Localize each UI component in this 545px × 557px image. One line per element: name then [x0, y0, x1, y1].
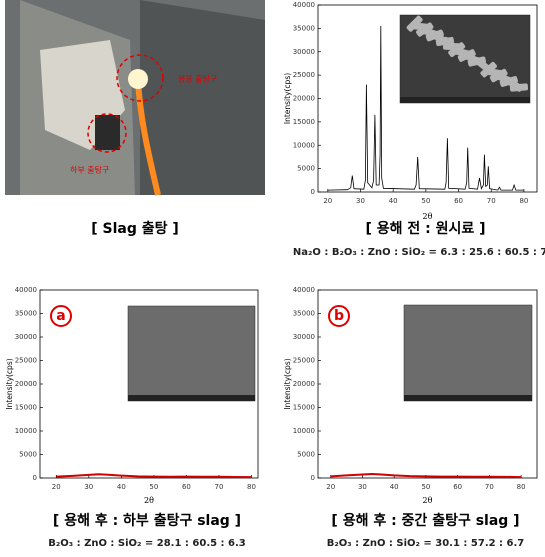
y-tick-label: 15000: [293, 118, 315, 126]
caption: [ 용해 전 : 원시료 ]: [365, 220, 485, 237]
photo-label: 용융 출탕구: [178, 74, 217, 84]
x-tick-label: 60: [453, 483, 462, 491]
caption: [ 용해 후 : 중간 출탕구 slag ]: [331, 512, 519, 529]
data-line: [331, 474, 521, 477]
y-tick-label: 35000: [293, 310, 315, 318]
y-tick-label: 30000: [293, 48, 315, 56]
x-tick-label: 40: [117, 483, 126, 491]
y-tick-label: 40000: [293, 286, 315, 294]
panel-label: b: [334, 308, 344, 324]
tap-hole: [95, 115, 120, 150]
x-tick-label: 60: [454, 197, 463, 205]
sem-infobar: [404, 395, 532, 401]
y-tick-label: 5000: [19, 451, 37, 459]
sem-inset: [128, 306, 255, 401]
y-tick-label: 35000: [15, 310, 37, 318]
y-tick-label: 0: [311, 188, 315, 196]
x-tick-label: 20: [52, 483, 61, 491]
y-tick-label: 30000: [293, 333, 315, 341]
y-tick-label: 15000: [15, 404, 37, 412]
x-tick-label: 20: [323, 197, 332, 205]
x-tick-label: 70: [485, 483, 494, 491]
glow: [128, 69, 148, 89]
y-tick-label: 10000: [293, 427, 315, 435]
composition: B₂O₃ : ZnO : SiO₂ = 28.1 : 60.5 : 6.3: [48, 538, 246, 549]
x-tick-label: 60: [182, 483, 191, 491]
x-tick-label: 80: [247, 483, 256, 491]
photo: 용융 출탕구 하부 출탕구 [ Slag 출탕 ]: [5, 0, 265, 237]
x-axis-label: 2θ: [423, 212, 433, 221]
x-tick-label: 50: [421, 197, 430, 205]
y-axis-label: Intensity(cps): [283, 73, 292, 124]
caption: [ Slag 출탕 ]: [91, 220, 179, 237]
y-tick-label: 0: [33, 474, 37, 482]
y-tick-label: 25000: [293, 357, 315, 365]
x-tick-label: 40: [389, 197, 398, 205]
y-tick-label: 25000: [293, 71, 315, 79]
photo-label: 하부 출탕구: [70, 165, 109, 175]
caption: [ 용해 후 : 하부 출탕구 slag ]: [53, 512, 241, 529]
x-axis-label: 2θ: [423, 496, 433, 505]
y-axis-label: Intensity(cps): [5, 358, 14, 409]
y-tick-label: 35000: [293, 24, 315, 32]
x-axis-label: 2θ: [144, 496, 154, 505]
sem-infobar: [400, 97, 530, 103]
y-tick-label: 20000: [293, 95, 315, 103]
x-tick-label: 80: [519, 197, 528, 205]
y-tick-label: 5000: [297, 165, 315, 173]
y-tick-label: 30000: [15, 333, 37, 341]
y-tick-label: 10000: [15, 427, 37, 435]
furnace-side: [140, 0, 265, 195]
y-tick-label: 40000: [293, 1, 315, 9]
x-tick-label: 80: [517, 483, 526, 491]
y-tick-label: 5000: [297, 451, 315, 459]
x-tick-label: 70: [487, 197, 496, 205]
y-tick-label: 20000: [293, 380, 315, 388]
data-line: [56, 474, 251, 477]
y-axis-label: Intensity(cps): [283, 358, 292, 409]
x-tick-label: 50: [149, 483, 158, 491]
x-tick-label: 20: [326, 483, 335, 491]
y-tick-label: 10000: [293, 141, 315, 149]
sem-inset: [404, 305, 532, 401]
x-tick-label: 50: [421, 483, 430, 491]
x-tick-label: 30: [356, 197, 365, 205]
sem-infobar: [128, 395, 255, 401]
composition: Na₂O : B₂O₃ : ZnO : SiO₂ = 6.3 : 25.6 : …: [293, 247, 545, 258]
page: 용융 출탕구 하부 출탕구 [ Slag 출탕 ] 05000100001500…: [0, 0, 545, 557]
y-tick-label: 20000: [15, 380, 37, 388]
x-tick-label: 30: [84, 483, 93, 491]
x-tick-label: 70: [214, 483, 223, 491]
y-tick-label: 25000: [15, 357, 37, 365]
y-tick-label: 0: [311, 474, 315, 482]
composition: B₂O₃ : ZnO : SiO₂ = 30.1 : 57.2 : 6.7: [327, 538, 525, 549]
figure: 용융 출탕구 하부 출탕구 [ Slag 출탕 ] 05000100001500…: [0, 0, 545, 553]
y-tick-label: 40000: [15, 286, 37, 294]
y-tick-label: 15000: [293, 404, 315, 412]
x-tick-label: 40: [390, 483, 399, 491]
panel-label: a: [56, 308, 65, 324]
x-tick-label: 30: [358, 483, 367, 491]
